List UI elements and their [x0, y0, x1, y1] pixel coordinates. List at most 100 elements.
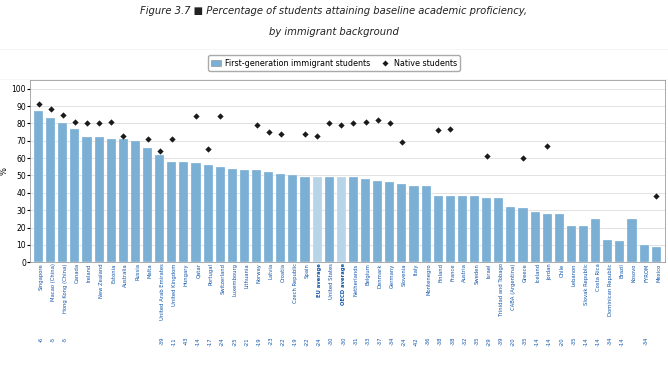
Text: United Kingdom: United Kingdom [172, 263, 177, 306]
Text: -19: -19 [257, 337, 262, 346]
Text: -39: -39 [499, 337, 504, 345]
Text: United Arab Emirates: United Arab Emirates [160, 263, 164, 320]
Text: Latvia: Latvia [269, 263, 274, 279]
Text: -34: -34 [608, 337, 613, 345]
Text: Netherlands: Netherlands [353, 263, 359, 296]
Text: Lebanon: Lebanon [571, 263, 576, 286]
Text: Malta: Malta [148, 263, 152, 278]
Text: -14: -14 [620, 337, 625, 346]
Text: -25: -25 [232, 337, 237, 346]
Bar [192, 163, 200, 262]
Bar [216, 167, 224, 262]
Text: -34: -34 [389, 337, 395, 345]
Text: -21: -21 [244, 337, 249, 346]
Text: -35: -35 [474, 337, 480, 345]
Bar [58, 124, 67, 262]
Bar [458, 196, 467, 262]
Text: Denmark: Denmark [377, 263, 383, 288]
Text: Macao (China): Macao (China) [51, 263, 55, 301]
Text: Brazil: Brazil [620, 263, 625, 278]
Text: Germany: Germany [389, 263, 395, 288]
Bar [143, 148, 152, 262]
Text: -43: -43 [184, 337, 189, 345]
Text: Australia: Australia [124, 263, 128, 287]
Text: -24: -24 [220, 337, 225, 346]
Bar [46, 118, 55, 262]
Text: CABA (Argentina): CABA (Argentina) [511, 263, 516, 310]
Text: -36: -36 [426, 337, 431, 345]
Text: -14: -14 [547, 337, 552, 346]
Bar [119, 139, 128, 262]
Bar [373, 181, 382, 262]
Text: Montenegro: Montenegro [426, 263, 431, 295]
Text: Chile: Chile [559, 263, 564, 277]
Bar [542, 214, 552, 262]
Bar [591, 219, 600, 262]
Text: Israel: Israel [486, 263, 492, 278]
Bar [554, 214, 564, 262]
Text: -11: -11 [172, 337, 177, 346]
Text: FYROM: FYROM [644, 263, 649, 282]
Bar [313, 177, 321, 262]
Bar [482, 198, 491, 262]
Bar [615, 241, 625, 262]
Bar [470, 196, 479, 262]
Text: Austria: Austria [462, 263, 468, 282]
Bar [95, 137, 104, 262]
Bar [361, 179, 370, 262]
Bar [530, 212, 540, 262]
Text: -39: -39 [160, 337, 164, 345]
Text: United States: United States [329, 263, 334, 299]
Bar [603, 240, 613, 262]
Bar [422, 186, 431, 262]
Text: Belgium: Belgium [365, 263, 371, 285]
Text: -30: -30 [329, 337, 334, 345]
Text: -42: -42 [414, 337, 419, 346]
Text: Norway: Norway [257, 263, 262, 283]
Text: Figure 3.7 ■ Percentage of students attaining baseline academic proficiency,: Figure 3.7 ■ Percentage of students atta… [140, 6, 528, 16]
Bar [228, 169, 237, 262]
Y-axis label: %: % [0, 167, 9, 175]
Bar [639, 245, 649, 262]
Text: Ireland: Ireland [87, 263, 92, 282]
Bar [627, 219, 637, 262]
Bar [107, 139, 116, 262]
Bar [167, 161, 176, 262]
Bar [409, 186, 419, 262]
Text: -24: -24 [402, 337, 407, 346]
Legend: First-generation immigrant students, Native students: First-generation immigrant students, Nat… [208, 55, 460, 71]
Text: -23: -23 [269, 337, 274, 345]
Text: EU average: EU average [317, 263, 322, 297]
Text: Greece: Greece [523, 263, 528, 282]
Text: Singapore: Singapore [39, 263, 43, 290]
Text: -24: -24 [317, 337, 322, 346]
Bar [301, 177, 309, 262]
Text: Estonia: Estonia [111, 263, 116, 283]
Bar [337, 177, 346, 262]
Text: Hong Kong (China): Hong Kong (China) [63, 263, 67, 313]
Bar [579, 226, 588, 262]
Text: -29: -29 [486, 337, 492, 346]
Bar [264, 172, 273, 262]
Bar [82, 137, 92, 262]
Bar [240, 170, 249, 262]
Text: Trinidad and Tobago: Trinidad and Tobago [499, 263, 504, 316]
Bar [325, 177, 334, 262]
Text: by immigrant background: by immigrant background [269, 27, 399, 37]
Bar [385, 182, 394, 262]
Text: -20: -20 [511, 337, 516, 346]
Text: Jordan: Jordan [547, 263, 552, 280]
Bar [506, 207, 516, 262]
Text: -38: -38 [450, 337, 456, 345]
Text: -5: -5 [51, 337, 55, 342]
Bar [179, 161, 188, 262]
Text: -32: -32 [462, 337, 468, 345]
Text: -14: -14 [596, 337, 601, 346]
Text: New Zealand: New Zealand [99, 263, 104, 298]
Bar [289, 176, 297, 262]
Text: Croatia: Croatia [281, 263, 286, 282]
Text: -5: -5 [63, 337, 67, 342]
Text: -6: -6 [39, 337, 43, 342]
Text: Italy: Italy [414, 263, 419, 275]
Bar [252, 170, 261, 262]
